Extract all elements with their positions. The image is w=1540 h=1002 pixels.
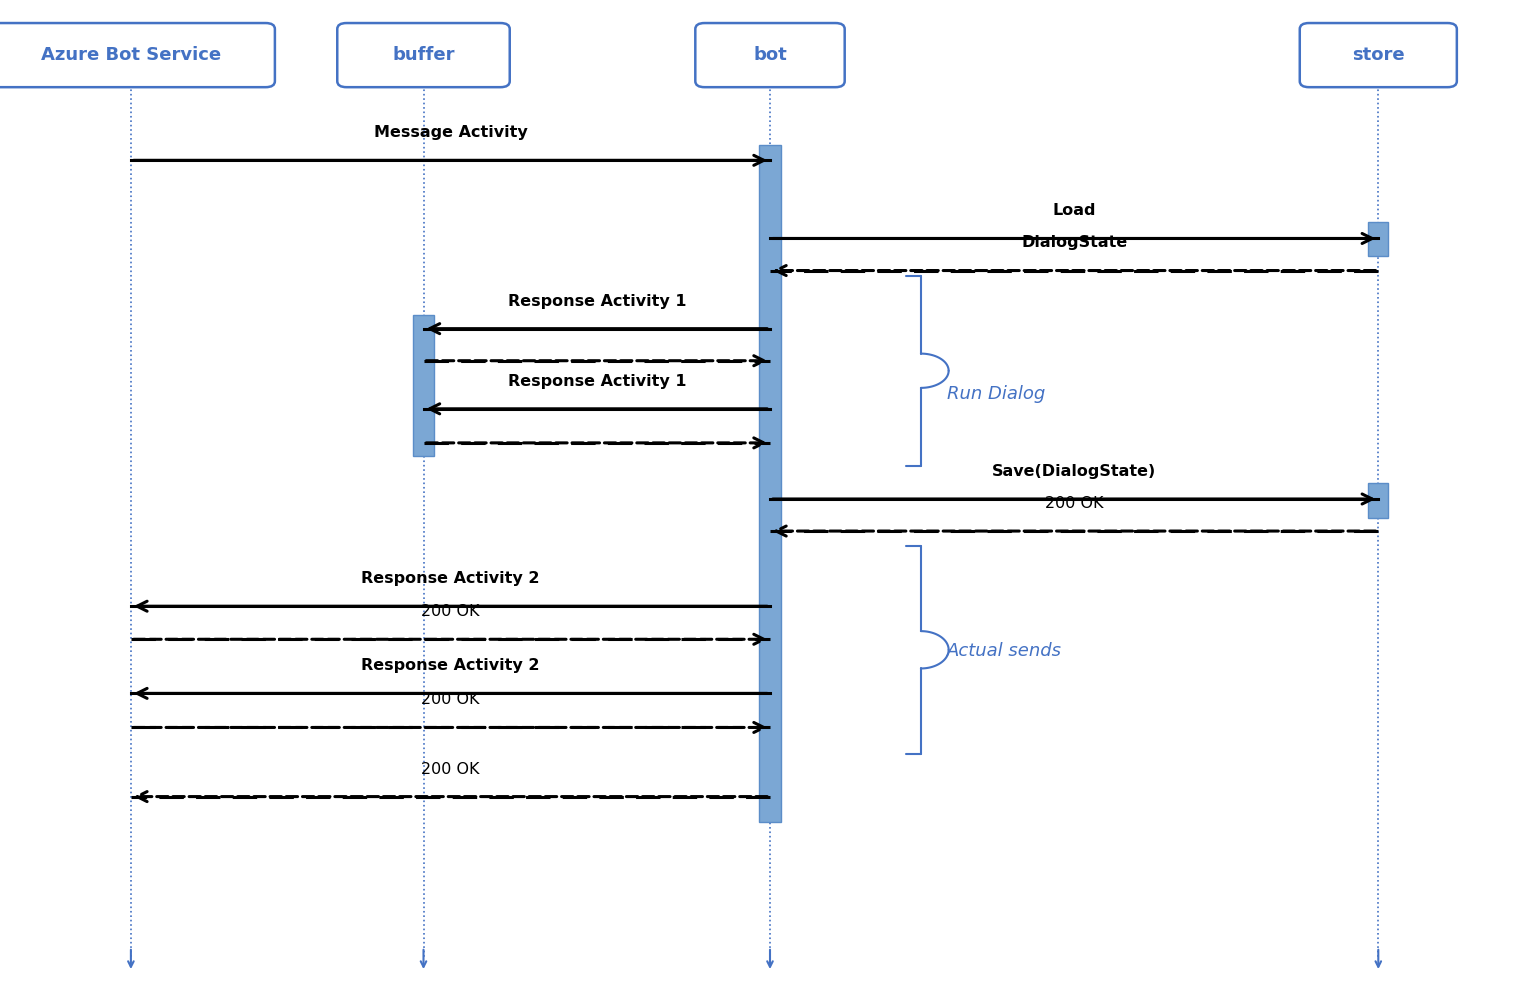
FancyBboxPatch shape (0, 23, 276, 87)
Text: Message Activity: Message Activity (374, 125, 527, 140)
Text: 200 OK: 200 OK (422, 762, 479, 777)
Text: Run Dialog: Run Dialog (947, 385, 1046, 403)
Text: Response Activity 1: Response Activity 1 (508, 374, 685, 389)
Text: 200 OK: 200 OK (422, 692, 479, 707)
Text: 200 OK: 200 OK (422, 604, 479, 619)
Text: buffer: buffer (393, 46, 454, 64)
Bar (1369, 483, 1389, 518)
Text: Response Activity 1: Response Activity 1 (508, 294, 685, 309)
Text: Response Activity 2: Response Activity 2 (362, 658, 539, 673)
Text: bot: bot (753, 46, 787, 64)
Text: Save(DialogState): Save(DialogState) (992, 464, 1157, 479)
FancyBboxPatch shape (696, 23, 844, 87)
Text: Azure Bot Service: Azure Bot Service (42, 46, 220, 64)
Bar (413, 315, 434, 456)
Bar (759, 145, 781, 822)
Text: Load: Load (1052, 203, 1096, 218)
Text: DialogState: DialogState (1021, 235, 1127, 250)
Text: 200 OK: 200 OK (1046, 496, 1103, 511)
FancyBboxPatch shape (337, 23, 510, 87)
FancyBboxPatch shape (1300, 23, 1457, 87)
Text: Response Activity 2: Response Activity 2 (362, 571, 539, 586)
Bar (1369, 222, 1389, 256)
Text: store: store (1352, 46, 1404, 64)
Text: Actual sends: Actual sends (947, 642, 1063, 660)
